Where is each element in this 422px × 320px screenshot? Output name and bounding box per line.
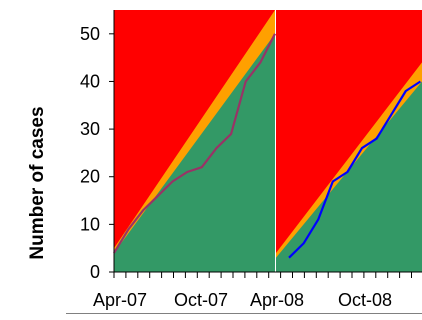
y-tick-label: 10 <box>80 214 100 234</box>
panel-1 <box>114 10 275 272</box>
plot-areas <box>114 10 422 272</box>
x-tick-label: Oct-07 <box>174 290 228 310</box>
panel-1-green-band <box>114 33 275 272</box>
y-axis-title: Number of cases <box>27 106 48 259</box>
x-tick-label: Apr-08 <box>250 290 304 310</box>
axes <box>109 10 422 278</box>
x-tick-label: Oct-08 <box>338 290 392 310</box>
panel-2-green-band <box>276 81 422 272</box>
y-tick-labels: 0 10 20 30 40 50 <box>80 24 100 282</box>
series-line-2 <box>288 80 421 259</box>
series-line-1 <box>113 33 276 254</box>
series-lines <box>113 33 421 259</box>
y-tick-label: 50 <box>80 24 100 44</box>
y-tick-label: 30 <box>80 119 100 139</box>
y-tick-label: 20 <box>80 167 100 187</box>
panel-2 <box>276 10 422 272</box>
y-tick-label: 40 <box>80 71 100 91</box>
x-tick-label: Apr-07 <box>93 290 147 310</box>
y-tick-label: 0 <box>90 262 100 282</box>
bottom-rule <box>66 313 422 314</box>
x-tick-labels: Apr-07 Oct-07 Apr-08 Oct-08 <box>93 290 392 310</box>
